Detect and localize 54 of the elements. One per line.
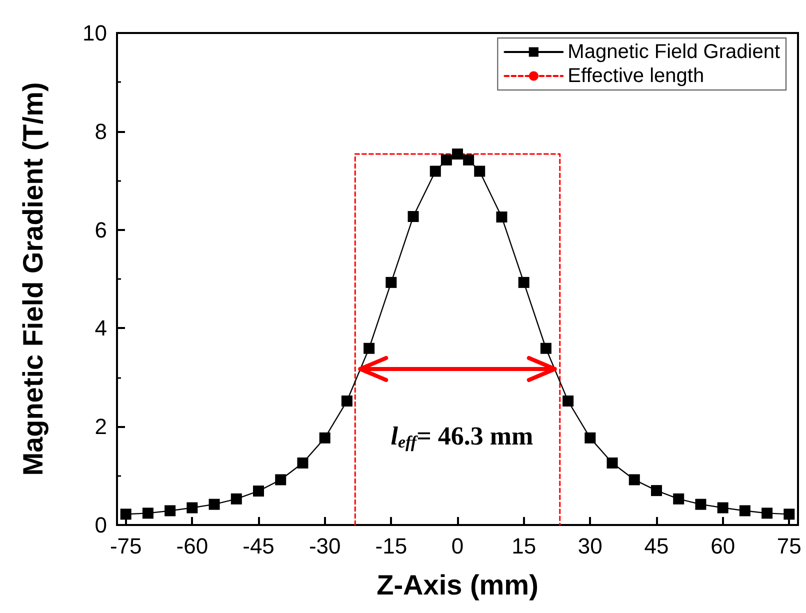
point [562, 396, 574, 407]
point [364, 342, 375, 354]
x-tick-label: -30 [308, 534, 341, 558]
x-tick-label: -45 [242, 534, 274, 558]
x-tick-label: -75 [110, 534, 142, 558]
point [430, 166, 441, 177]
point [275, 474, 286, 486]
x-tick-label: -15 [375, 534, 408, 558]
y-tick-label: 6 [94, 217, 107, 242]
legend-label: Magnetic Field Gradient [568, 41, 780, 63]
point [717, 502, 728, 514]
point [230, 493, 242, 504]
point [784, 508, 795, 520]
y-tick-label: 4 [94, 316, 107, 341]
point [164, 505, 176, 516]
legend-label: Effective length [568, 65, 704, 87]
y-tick-label: 8 [94, 118, 107, 144]
point [440, 154, 452, 166]
point [253, 486, 264, 497]
point [142, 508, 154, 519]
point [386, 276, 397, 288]
point [341, 396, 352, 407]
point [120, 508, 132, 520]
point [208, 498, 220, 510]
point [518, 276, 530, 288]
point [762, 508, 773, 519]
x-tick-label: 30 [578, 534, 602, 558]
x-tick-label: 60 [710, 534, 736, 558]
point [606, 458, 618, 469]
point [463, 154, 474, 166]
x-tick-label: 75 [776, 534, 802, 558]
point [650, 485, 662, 496]
point [673, 493, 684, 504]
point [695, 498, 706, 510]
point [452, 148, 463, 160]
x-tick-label: 0 [451, 534, 464, 558]
x-tick-label: 15 [512, 534, 536, 558]
point [584, 432, 596, 444]
x-tick-label: 45 [644, 534, 669, 558]
point [297, 458, 308, 469]
y-axis-title: Magnetic Field Gradient (T/m) [18, 82, 48, 476]
y-tick-label: 0 [94, 512, 107, 538]
x-axis-title: Z-Axis (mm) [376, 570, 538, 600]
point [408, 211, 419, 222]
point [496, 212, 508, 223]
point [474, 166, 486, 177]
point [739, 505, 750, 516]
point [319, 432, 330, 444]
point [540, 342, 552, 354]
y-tick-label: 10 [82, 20, 107, 46]
y-tick-label: 2 [94, 414, 107, 440]
x-tick-label: -60 [176, 534, 208, 558]
point [186, 502, 198, 514]
point [628, 474, 640, 486]
